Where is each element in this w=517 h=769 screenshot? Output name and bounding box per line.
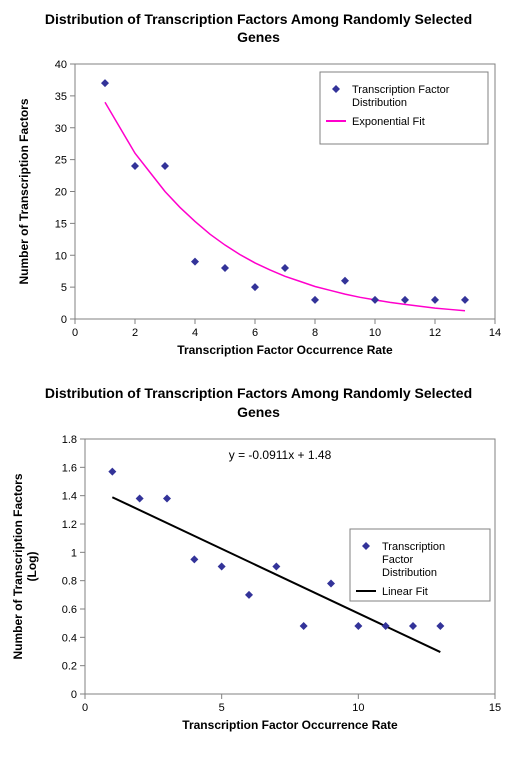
svg-text:Distribution: Distribution	[382, 567, 437, 579]
svg-text:Transcription Factor: Transcription Factor	[352, 84, 450, 96]
svg-text:Linear Fit: Linear Fit	[382, 586, 428, 598]
chart-1-plot: 0 2 4 6 8 10 12 14 0 5 10 15 20 25 30 35 40 Transcription…	[10, 54, 507, 364]
svg-text:5: 5	[61, 283, 67, 295]
svg-text:0.8: 0.8	[62, 575, 77, 587]
svg-text:Number of Transcription Factor: Number of Transcription Factors	[17, 99, 31, 285]
svg-text:0.2: 0.2	[62, 660, 77, 672]
svg-text:15: 15	[55, 219, 67, 231]
svg-text:Transcription: Transcription	[382, 541, 445, 553]
svg-text:15: 15	[489, 702, 501, 714]
svg-text:Number of Transcription Factor: Number of Transcription Factors(Log)	[11, 473, 39, 659]
svg-text:35: 35	[55, 91, 67, 103]
svg-text:5: 5	[219, 702, 225, 714]
svg-text:Factor: Factor	[382, 554, 414, 566]
svg-text:0: 0	[72, 327, 78, 339]
chart-2-plot: 0 5 10 15 0 0.2 0.4 0.6 0.8 1 1.2 1.4 1.6 1.8 Transcri…	[10, 429, 507, 739]
svg-text:1.4: 1.4	[62, 490, 77, 502]
svg-text:1.2: 1.2	[62, 519, 77, 531]
chart-1-title: Distribution of Transcription Factors Am…	[35, 10, 482, 46]
svg-text:Distribution: Distribution	[352, 97, 407, 109]
svg-text:10: 10	[352, 702, 364, 714]
chart-2-title: Distribution of Transcription Factors Am…	[35, 384, 482, 420]
svg-text:1.6: 1.6	[62, 462, 77, 474]
svg-text:12: 12	[429, 327, 441, 339]
svg-text:10: 10	[55, 251, 67, 263]
svg-text:10: 10	[369, 327, 381, 339]
svg-text:14: 14	[489, 327, 501, 339]
svg-text:Transcription Factor Occurrenc: Transcription Factor Occurrence Rate	[182, 718, 398, 732]
svg-text:Exponential Fit: Exponential Fit	[352, 116, 425, 128]
svg-text:4: 4	[192, 327, 198, 339]
svg-text:0: 0	[71, 689, 77, 701]
svg-text:0: 0	[82, 702, 88, 714]
svg-text:1: 1	[71, 547, 77, 559]
svg-text:Transcription Factor Occurrenc: Transcription Factor Occurrence Rate	[177, 343, 393, 357]
chart-1: Distribution of Transcription Factors Am…	[10, 10, 507, 364]
svg-text:0: 0	[61, 314, 67, 326]
svg-text:1.8: 1.8	[62, 434, 77, 446]
svg-text:30: 30	[55, 123, 67, 135]
svg-text:20: 20	[55, 187, 67, 199]
svg-text:40: 40	[55, 59, 67, 71]
svg-text:25: 25	[55, 155, 67, 167]
svg-text:y = -0.0911x + 1.48: y = -0.0911x + 1.48	[229, 448, 332, 462]
svg-text:2: 2	[132, 327, 138, 339]
svg-text:6: 6	[252, 327, 258, 339]
svg-text:0.4: 0.4	[62, 632, 77, 644]
svg-text:8: 8	[312, 327, 318, 339]
chart-2: Distribution of Transcription Factors Am…	[10, 384, 507, 738]
svg-text:0.6: 0.6	[62, 604, 77, 616]
